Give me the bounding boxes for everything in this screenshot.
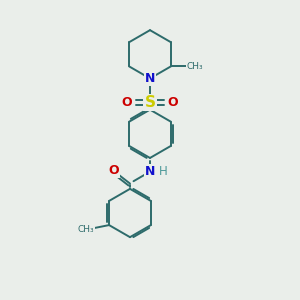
Text: O: O (168, 96, 178, 109)
Text: CH₃: CH₃ (78, 225, 94, 234)
Text: O: O (109, 164, 119, 177)
Text: O: O (122, 96, 132, 109)
Text: H: H (159, 165, 168, 178)
Text: S: S (145, 95, 155, 110)
Text: N: N (145, 165, 155, 178)
Text: CH₃: CH₃ (187, 62, 203, 71)
Text: N: N (145, 72, 155, 85)
